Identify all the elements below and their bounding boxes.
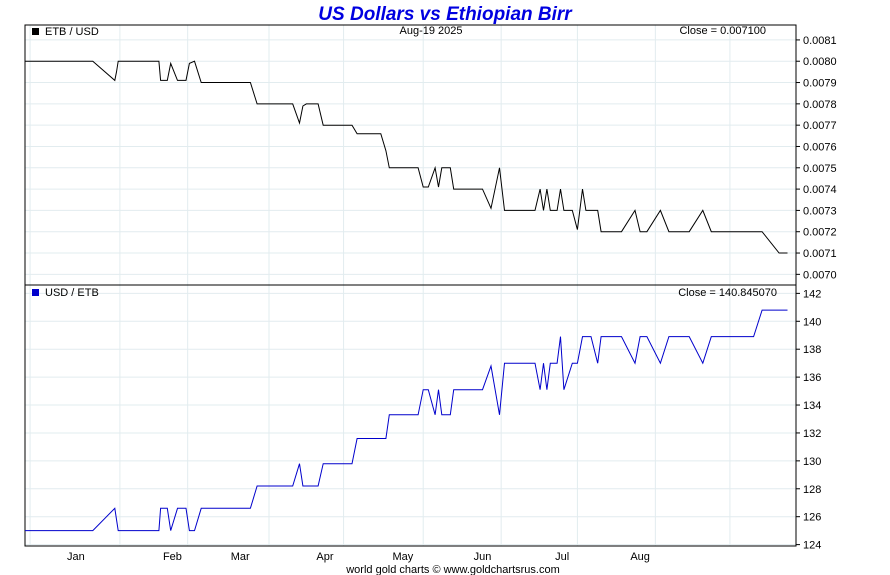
- top-close-label: Close = 0.007100: [679, 25, 766, 37]
- x-tick-label: Aug: [630, 551, 650, 563]
- y-tick-label: 136: [803, 372, 821, 384]
- y-tick-label: 0.0078: [803, 99, 837, 111]
- y-tick-label: 0.0074: [803, 184, 837, 196]
- bottom-panel-frame: [24, 284, 797, 547]
- x-axis: Jan Feb Mar Apr May Jun Jul Aug: [67, 551, 650, 563]
- y-tick-label: 0.0079: [803, 78, 837, 90]
- bottom-panel: USD / ETB Close = 140.845070 142 140 138 13…: [24, 284, 821, 552]
- y-tick-label: 0.0081: [803, 35, 837, 47]
- top-panel-frame: [24, 24, 797, 286]
- y-tick-label: 132: [803, 428, 821, 440]
- x-tick-label: May: [392, 551, 413, 563]
- bottom-series-line: [25, 309, 788, 532]
- x-tick-label: Feb: [163, 551, 182, 563]
- y-tick-label: 0.0071: [803, 248, 837, 260]
- bottom-grid: [25, 285, 796, 546]
- bottom-legend-swatch: [32, 289, 39, 296]
- bottom-legend-label: USD / ETB: [45, 287, 99, 299]
- x-tick-label: Jan: [67, 551, 85, 563]
- y-tick-label: 0.0073: [803, 205, 837, 217]
- chart-title: US Dollars vs Ethiopian Birr: [318, 4, 573, 25]
- top-series-line: [25, 60, 788, 254]
- bottom-close-label: Close = 140.845070: [678, 287, 777, 299]
- y-tick-label: 140: [803, 316, 821, 328]
- x-tick-label: Mar: [231, 551, 250, 563]
- date-label: Aug-19 2025: [400, 25, 463, 37]
- x-tick-label: Jun: [474, 551, 492, 563]
- top-legend-label: ETB / USD: [45, 26, 99, 38]
- top-grid: [25, 25, 796, 285]
- top-legend-swatch: [32, 28, 39, 35]
- y-tick-label: 0.0077: [803, 120, 837, 132]
- y-tick-label: 128: [803, 484, 821, 496]
- top-panel: ETB / USD Close = 0.007100 0.00810.00800…: [24, 24, 837, 286]
- x-tick-label: Apr: [316, 551, 333, 563]
- y-tick-label: 0.0072: [803, 227, 837, 239]
- y-tick-label: 142: [803, 288, 821, 300]
- y-tick-label: 124: [803, 540, 821, 552]
- y-tick-label: 0.0080: [803, 56, 837, 68]
- y-tick-label: 130: [803, 456, 821, 468]
- y-tick-label: 0.0070: [803, 269, 837, 281]
- y-tick-label: 0.0075: [803, 163, 837, 175]
- x-tick-label: Jul: [555, 551, 569, 563]
- top-y-axis: 0.0081 0.0080 0.0079 0.0078 0.0077 0.0076 0.00…: [796, 35, 837, 281]
- y-tick-label: 138: [803, 344, 821, 356]
- y-tick-label: 126: [803, 512, 821, 524]
- bottom-y-axis: 142 140 138 136 134 132 130 128 126 124: [796, 288, 821, 552]
- footer-credit: world gold charts © www.goldchartsrus.co…: [345, 564, 560, 575]
- y-tick-label: 134: [803, 400, 821, 412]
- y-tick-label: 0.0076: [803, 141, 837, 153]
